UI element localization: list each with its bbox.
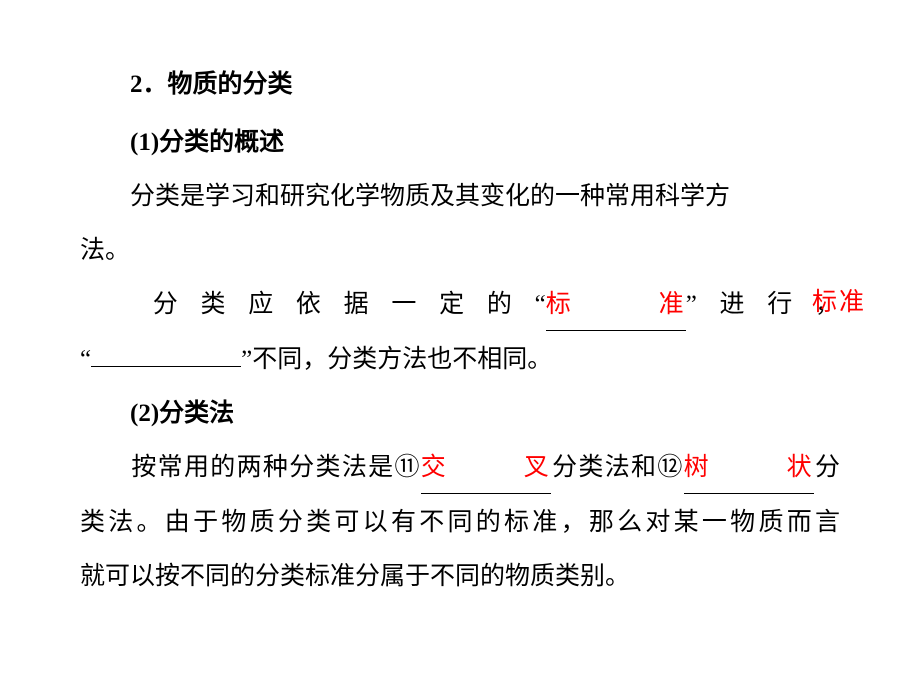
blank-11: 交叉 [421,443,551,494]
answer-11: 交叉 [421,454,551,481]
paragraph-1-line-a: 分类是学习和研究化学物质及其变化的一种常用科学方 [130,183,730,210]
subsection-1-heading: (1)分类的概述 [80,118,840,168]
fill-line-3-b: 分类法和⑫ [551,454,684,481]
answer-9: 标准 [546,291,686,318]
fill-line-2: “ ”不同，分类方法也不相同。 [80,335,840,385]
fill-line-1-front: 分类应依据一定的“ [130,291,546,318]
fill-line-3-a: 按常用的两种分类法是⑪ [130,454,421,481]
section-heading: 2．物质的分类 [80,60,840,110]
document-body: 2．物质的分类 (1)分类的概述 分类是学习和研究化学物质及其变化的一种常用科学… [0,0,920,646]
paragraph-2-line-b: 就可以按不同的分类标准分属于不同的物质类别。 [80,552,840,602]
answer-12: 树状 [684,454,814,481]
fill-line-3: 按常用的两种分类法是⑪交叉分类法和⑫树状分 [80,443,840,494]
fill-line-2-front: “ [80,346,91,373]
blank-10 [91,366,241,367]
paragraph-1: 分类是学习和研究化学物质及其变化的一种常用科学方 [80,172,840,222]
blank-12: 树状 [684,443,814,494]
paragraph-1-line-b: 法。 [80,226,840,276]
subsection-2-heading: (2)分类法 [80,389,840,439]
fill-line-3-c: 分 [814,454,840,481]
answer-9-margin: 标准 [812,278,866,328]
paragraph-2-line-a: 类法。由于物质分类可以有不同的标准，那么对某一物质而言 [80,498,840,548]
blank-9: 标准 [546,280,686,331]
fill-line-1: 分类应依据一定的“标准”进行， [80,280,840,331]
fill-line-2-back: ”不同，分类方法也不相同。 [241,346,552,373]
